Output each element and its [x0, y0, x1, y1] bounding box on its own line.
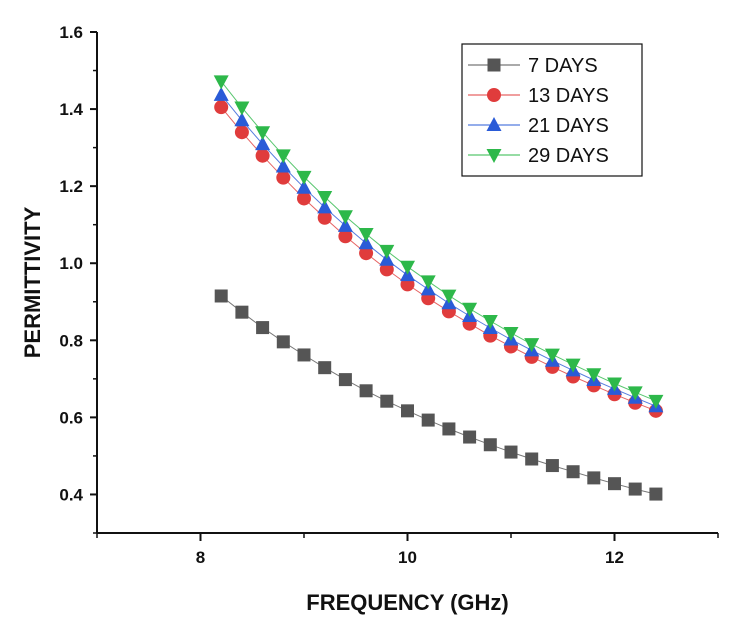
data-point	[587, 471, 601, 485]
data-point	[275, 158, 291, 173]
legend: 7 DAYS 13 DAYS 21 DAYS 29 DAYS	[461, 43, 643, 177]
data-point	[276, 335, 290, 349]
data-point	[359, 384, 373, 398]
legend-label: 29 DAYS	[528, 145, 609, 167]
data-point	[482, 315, 498, 330]
legend-label: 7 DAYS	[528, 55, 598, 77]
legend-label: 21 DAYS	[528, 115, 609, 137]
y-axis-title: PERMITTIVITY	[20, 206, 45, 358]
axes-layer: 0.4 0.6 0.8 1.0 1.2 1.4 1.6 8 10 12	[59, 23, 719, 567]
data-point	[214, 100, 229, 115]
data-point	[296, 179, 312, 194]
y-tick-label: 1.4	[59, 100, 83, 119]
series-line	[220, 80, 657, 402]
data-point	[276, 170, 291, 185]
data-point	[504, 445, 518, 459]
y-tick-label: 1.2	[59, 177, 83, 196]
data-point	[213, 86, 229, 101]
data-point	[379, 244, 395, 259]
data-point	[607, 377, 622, 392]
data-point	[503, 326, 519, 341]
data-point	[234, 125, 249, 140]
data-point	[566, 465, 580, 479]
data-point	[544, 348, 560, 363]
legend-marker	[487, 88, 501, 102]
data-point	[545, 459, 559, 473]
data-point	[628, 482, 642, 496]
data-point	[401, 404, 414, 418]
data-point	[648, 394, 664, 409]
data-point	[255, 148, 270, 163]
series-7-days	[214, 289, 663, 501]
data-point	[483, 438, 497, 452]
data-point	[421, 413, 435, 427]
data-point	[234, 101, 250, 116]
series-29-days	[213, 75, 664, 409]
data-point	[586, 368, 602, 383]
data-point	[317, 210, 332, 225]
data-point	[337, 210, 353, 225]
legend-label: 13 DAYS	[528, 85, 609, 107]
data-point	[627, 386, 643, 401]
legend-item: 13 DAYS	[468, 85, 609, 107]
data-point	[420, 275, 436, 290]
x-tick-label: 8	[196, 548, 205, 567]
data-point	[400, 260, 415, 275]
data-point	[565, 358, 581, 373]
data-point	[318, 361, 332, 375]
data-point	[297, 348, 311, 362]
data-point	[275, 149, 291, 164]
data-point	[255, 136, 271, 151]
data-point	[524, 338, 540, 353]
data-point	[525, 452, 539, 466]
series-layer	[213, 75, 664, 501]
data-point	[317, 199, 333, 214]
legend-item: 21 DAYS	[468, 115, 609, 137]
y-tick-label: 1.0	[59, 254, 83, 273]
data-point	[338, 229, 353, 244]
legend-marker	[486, 149, 502, 163]
legend-marker	[486, 117, 502, 131]
y-tick-label: 0.8	[59, 331, 83, 350]
data-point	[462, 302, 478, 317]
legend-marker	[487, 58, 501, 72]
data-point	[297, 191, 311, 206]
data-point	[296, 170, 312, 185]
data-point	[463, 430, 477, 444]
y-tick-label: 0.4	[59, 485, 83, 504]
legend-item: 7 DAYS	[468, 55, 598, 77]
data-point	[213, 75, 229, 90]
data-point	[442, 422, 456, 436]
y-tick-label: 0.6	[59, 408, 83, 427]
data-point	[649, 487, 663, 501]
data-point	[441, 289, 457, 304]
data-point	[235, 305, 249, 319]
legend-item: 29 DAYS	[468, 145, 609, 167]
data-point	[608, 477, 621, 491]
data-point	[214, 289, 228, 303]
data-point	[317, 190, 333, 205]
data-point	[337, 217, 353, 232]
x-tick-label: 10	[398, 548, 417, 567]
y-tick-label: 1.6	[59, 23, 83, 42]
data-point	[256, 321, 270, 335]
series-line	[220, 295, 657, 495]
x-axis-title: FREQUENCY (GHz)	[306, 590, 509, 615]
data-point	[380, 394, 394, 408]
data-point	[379, 262, 394, 277]
data-point	[358, 235, 374, 250]
series-line	[220, 94, 657, 407]
series-line	[220, 106, 657, 412]
data-point	[234, 112, 250, 127]
data-point	[338, 373, 352, 387]
data-point	[359, 246, 374, 261]
data-point	[358, 227, 374, 242]
data-point	[255, 126, 271, 141]
x-tick-label: 12	[605, 548, 624, 567]
